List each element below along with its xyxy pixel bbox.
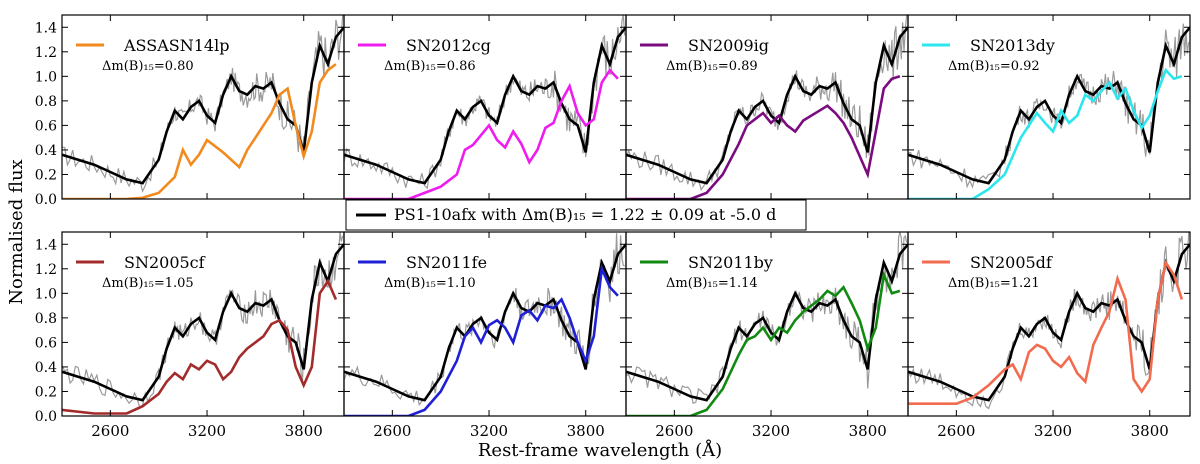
y-tick-label: 1.2 <box>35 45 57 61</box>
legend-label: ASSASN14lp <box>123 36 229 55</box>
panel-frame <box>907 231 1191 417</box>
panel-sn2009ig: SN2009ig Δm(B)₁₅=0.89 <box>625 14 909 200</box>
legend-dm15: Δm(B)₁₅=1.05 <box>102 276 194 291</box>
panel-sn2013dy: SN2013dy Δm(B)₁₅=0.92 <box>907 14 1191 200</box>
reference-legend: PS1-10afx with Δm(B)₁₅ = 1.22 ± 0.09 at … <box>345 199 807 231</box>
y-tick-label: 0.8 <box>35 311 57 327</box>
legend-label: SN2011fe <box>406 253 487 272</box>
panel-sn2005cf: 2600 3200 3800 0.0 0.2 0.4 0.6 0.8 1.0 1.2 1.4 SN20… <box>35 231 345 440</box>
y-tick-label: 0.4 <box>35 360 57 376</box>
x-tick-label: 3800 <box>849 422 887 440</box>
legend-label: SN2012cg <box>406 36 491 55</box>
x-tick-label: 3800 <box>285 422 323 440</box>
x-tick-label: 3800 <box>567 422 605 440</box>
reference-spectrum-line <box>908 26 1190 185</box>
x-axis-label: Rest-frame wavelength (Å) <box>478 439 722 461</box>
x-tick-label: 3200 <box>752 422 790 440</box>
y-tick-label: 1.2 <box>35 262 57 278</box>
comparison-spectrum-line <box>62 278 338 415</box>
x-tick-label: 2600 <box>373 422 411 440</box>
panel-assasn14lp: 0.0 0.2 0.4 0.6 0.8 1.0 1.2 1.4 ASSASN14lp Δm(B)₁… <box>35 14 345 208</box>
x-tick-label: 3200 <box>188 422 226 440</box>
legend-dm15: Δm(B)₁₅=0.86 <box>384 59 476 74</box>
y-tick-label: 0.6 <box>35 118 57 134</box>
reference-legend-frame <box>345 199 807 231</box>
comparison-spectrum-line <box>626 75 901 199</box>
reference-spectrum-line <box>626 243 908 402</box>
y-tick-label: 0.6 <box>35 335 57 351</box>
legend-dm15: Δm(B)₁₅=1.14 <box>666 276 758 291</box>
x-tick-label: 3200 <box>1034 422 1072 440</box>
comparison-spectrum-line <box>344 263 619 416</box>
y-tick-label: 1.0 <box>35 286 57 302</box>
comparison-spectrum-line <box>62 63 337 199</box>
y-tick-label: 0.8 <box>35 94 57 110</box>
legend-label: SN2005cf <box>124 253 206 272</box>
legend-dm15: Δm(B)₁₅=1.21 <box>948 276 1040 291</box>
y-tick-label: 0.0 <box>35 409 57 425</box>
y-tick-label: 0.2 <box>35 167 57 183</box>
x-tick-label: 2600 <box>937 422 975 440</box>
reference-legend-label: PS1-10afx with Δm(B)₁₅ = 1.22 ± 0.09 at … <box>394 205 776 224</box>
observed-spectrum-line <box>626 232 908 404</box>
panel-sn2011fe: 2600 3200 3800 SN2011fe Δm(B)₁₅=1.10 <box>343 231 627 440</box>
x-tick-label: 2600 <box>655 422 693 440</box>
legend-dm15: Δm(B)₁₅=1.10 <box>384 276 476 291</box>
legend-dm15: Δm(B)₁₅=0.92 <box>948 59 1040 74</box>
y-tick-label: 1.4 <box>35 20 57 36</box>
comparison-spectrum-line <box>344 68 619 199</box>
x-tick-label: 3200 <box>470 422 508 440</box>
y-tick-label: 0.0 <box>35 192 57 208</box>
observed-spectrum-line <box>62 15 344 193</box>
x-tick-label: 2600 <box>91 422 129 440</box>
legend-label: SN2009ig <box>688 36 769 55</box>
y-tick-label: 0.2 <box>35 384 57 400</box>
legend-label: SN2013dy <box>970 36 1055 55</box>
y-tick-label: 0.4 <box>35 143 57 159</box>
panel-sn2012cg: SN2012cg Δm(B)₁₅=0.86 <box>343 14 627 200</box>
legend-dm15: Δm(B)₁₅=0.80 <box>102 59 194 74</box>
panel-frame <box>907 14 1191 200</box>
comparison-spectrum-line <box>626 270 901 416</box>
panel-sn2005df: 2600 3200 3800 SN2005df Δm(B)₁₅=1.21 <box>907 231 1191 440</box>
legend-label: SN2005df <box>970 253 1053 272</box>
reference-spectrum-line <box>62 26 344 185</box>
comparison-spectrum-line <box>908 67 1183 199</box>
y-axis-label: Normalised flux <box>6 159 27 304</box>
y-tick-label: 1.4 <box>35 237 57 253</box>
x-tick-label: 3800 <box>1131 422 1169 440</box>
reference-spectrum-line <box>344 26 626 185</box>
reference-spectrum-line <box>626 26 908 185</box>
comparison-spectrum-line <box>908 259 1184 405</box>
panel-sn2011by: 2600 3200 3800 SN2011by Δm(B)₁₅=1.14 <box>625 231 909 440</box>
legend-label: SN2011by <box>688 253 773 272</box>
y-tick-label: 1.0 <box>35 69 57 85</box>
reference-spectrum-line <box>62 243 344 402</box>
legend-dm15: Δm(B)₁₅=0.89 <box>666 59 758 74</box>
